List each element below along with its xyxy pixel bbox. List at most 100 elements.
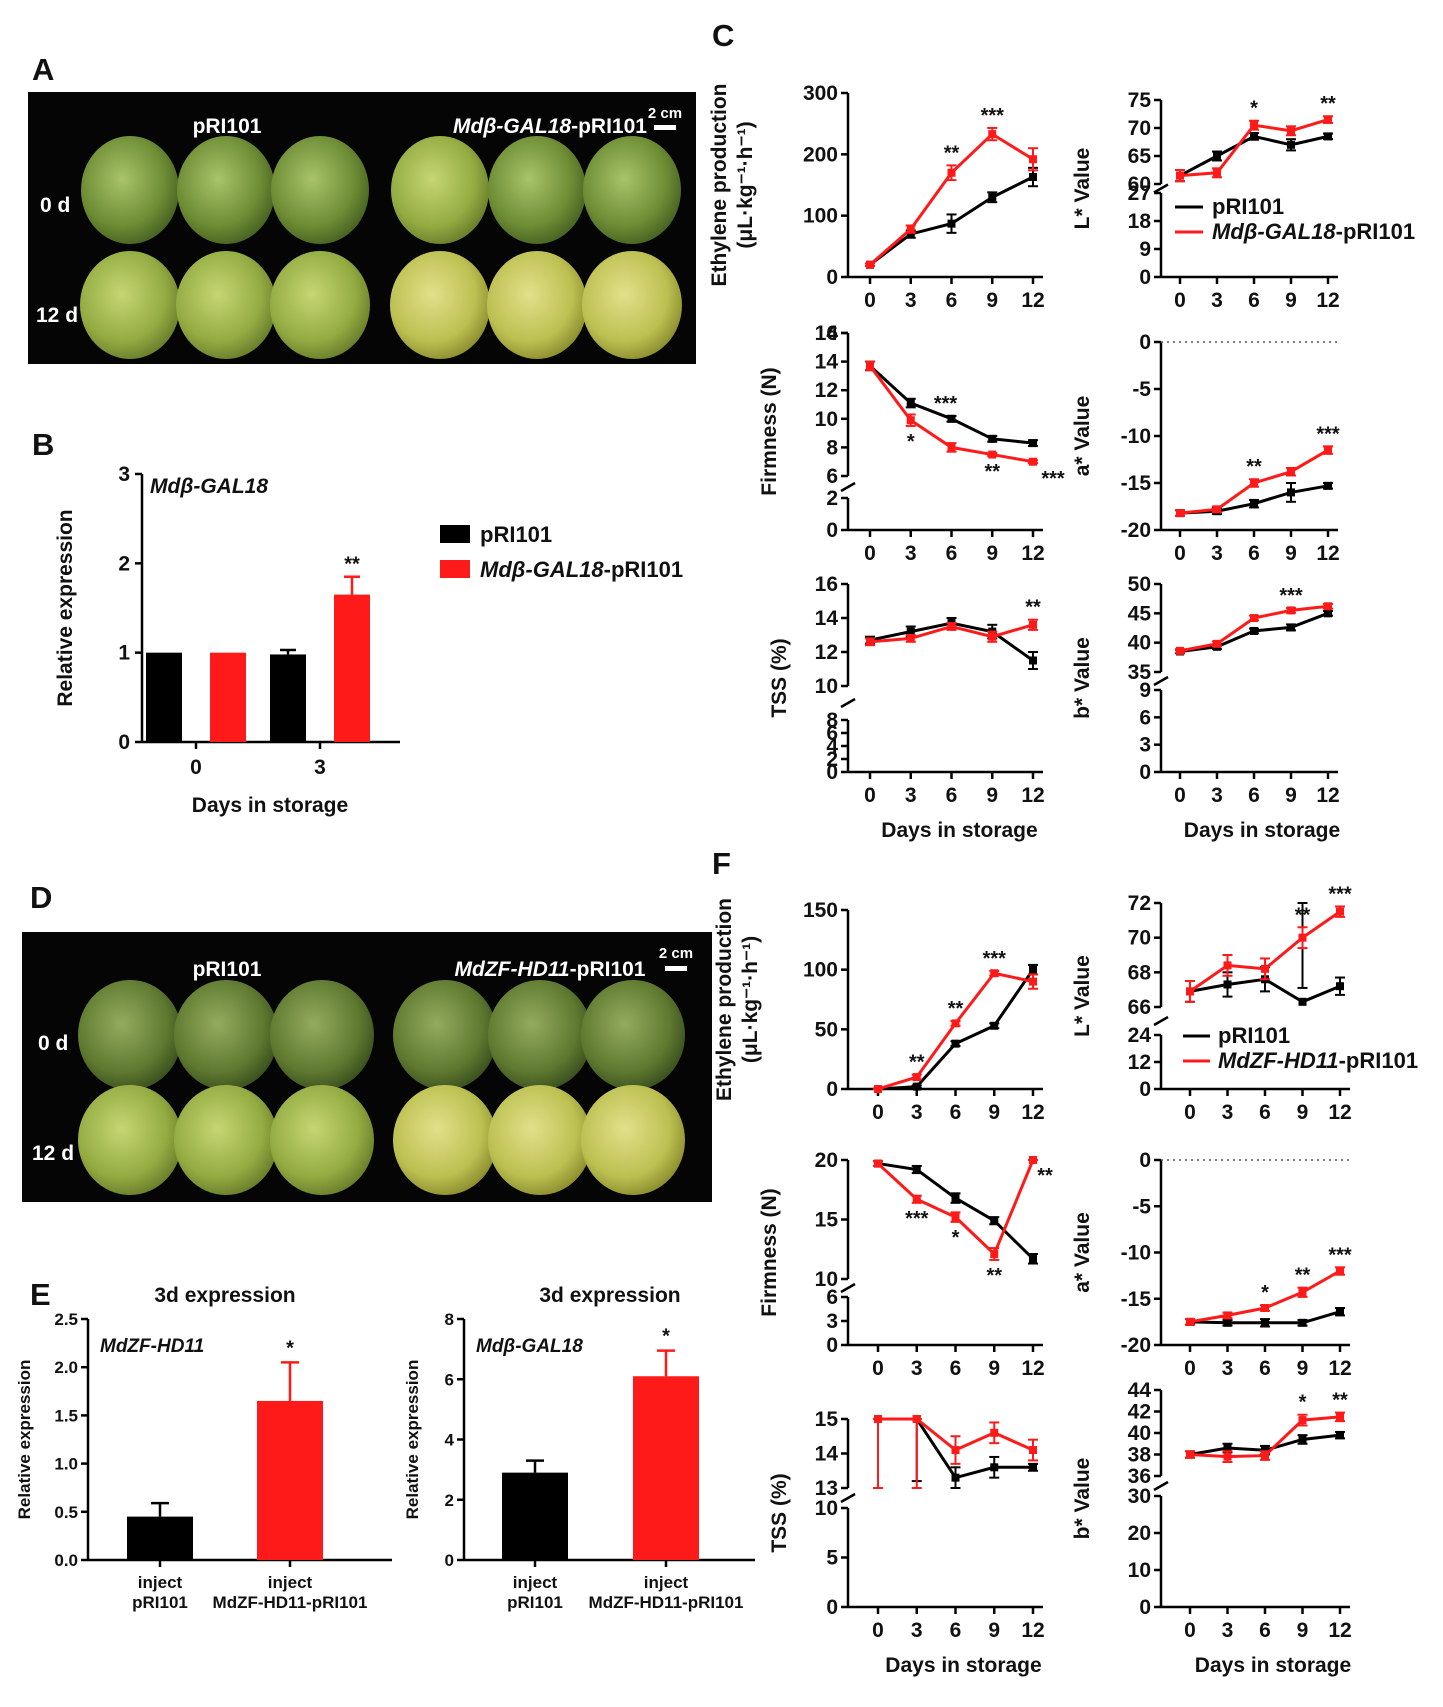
x-tick-label: 3: [905, 289, 917, 312]
x-tick-label: 3: [911, 1619, 923, 1642]
legend-c-treated-label: Mdβ-GAL18-pRI101: [1212, 219, 1415, 244]
x-axis-title: Days in storage: [881, 819, 1037, 842]
y-tick-label: 4: [445, 1431, 455, 1450]
y-tick-label: 3: [1139, 734, 1151, 757]
data-point-treated: [1287, 467, 1295, 476]
y-tick-label: 42: [1128, 1401, 1151, 1424]
data-point-control: [947, 219, 956, 228]
apple-fruit: [487, 251, 587, 359]
x-tick-label: 3: [1222, 1101, 1234, 1124]
y-tick-label: 10: [815, 1497, 838, 1520]
y-tick-label: 0: [1139, 1596, 1151, 1619]
data-point-control: [1298, 1435, 1307, 1444]
legend-c-control-label: pRI101: [1212, 194, 1284, 219]
x-tick-label: 0: [864, 542, 876, 565]
data-point-control: [990, 1216, 999, 1225]
x-tick-label: 12: [1021, 1619, 1044, 1642]
significance-label: ***: [1328, 1244, 1352, 1266]
y-tick-label: 65: [1128, 145, 1152, 168]
legend-f: pRI101 MdZF-HD11-pRI101: [1183, 1023, 1418, 1073]
axis-break-mark: [1153, 1480, 1169, 1492]
axis-break-mark: [840, 1492, 856, 1504]
x-tick-label-line1: inject: [268, 1573, 313, 1592]
panel-label-f: F: [712, 846, 731, 881]
y-tick-label: 0: [1139, 266, 1151, 289]
data-point-treated: [990, 1428, 999, 1437]
data-point-treated: [912, 1073, 921, 1082]
data-point-treated: [1186, 1450, 1194, 1459]
data-point-treated: [951, 1019, 960, 1028]
data-point-treated: [1298, 1288, 1307, 1297]
y-tick-label: 6: [826, 465, 838, 488]
y-tick-label: -10: [1121, 425, 1151, 448]
y-tick-label: 12: [815, 379, 838, 402]
bar-control: [146, 652, 182, 742]
y-tick-label: 44: [1128, 1379, 1152, 1402]
x-tick-label: 0: [190, 756, 202, 779]
y-tick-label: 6: [1139, 706, 1151, 729]
apple-fruit: [391, 136, 489, 244]
significance-label: ***: [981, 105, 1005, 127]
gene-label: Mdβ-GAL18: [150, 475, 268, 498]
photo-a-scale-bar: [654, 125, 676, 130]
data-point-treated: [874, 1415, 882, 1423]
y-tick-label: 13: [815, 1477, 838, 1500]
y-axis-unit: (μL·kg⁻¹·h⁻¹): [739, 936, 762, 1063]
legend-b-treated-swatch: [440, 560, 470, 578]
apple-fruit: [176, 251, 276, 359]
data-point-treated: [1336, 907, 1344, 916]
y-tick-label: 200: [803, 143, 838, 166]
y-tick-label: 2: [445, 1491, 454, 1510]
y-tick-label: 0: [826, 519, 838, 542]
photo-d-treated-label: MdZF-HD11-pRI101: [455, 958, 646, 981]
y-axis-title: Relative expression: [15, 1360, 34, 1520]
x-tick-label: 6: [950, 1619, 962, 1642]
data-point-control: [1250, 132, 1258, 141]
y-axis-title: Firmness (N): [758, 1188, 781, 1316]
x-tick-label: 9: [988, 1101, 1000, 1124]
data-point-treated: [906, 634, 915, 643]
significance-label: **: [1295, 904, 1311, 926]
photo-a-row-12d: 12 d: [36, 304, 78, 327]
data-point-treated: [906, 416, 915, 425]
chart-title: 3d expression: [539, 1284, 680, 1307]
y-tick-label: 12: [815, 641, 838, 664]
significance-label: **: [984, 461, 1000, 483]
data-point-treated: [988, 130, 997, 139]
data-point-treated: [988, 632, 997, 641]
y-tick-label: 24: [1128, 1024, 1152, 1047]
data-point-treated: [1029, 155, 1037, 164]
y-tick-label: 8: [826, 709, 838, 732]
y-axis-unit: (μL·kg⁻¹·h⁻¹): [734, 121, 757, 248]
data-point-treated: [1213, 168, 1221, 177]
data-point-control: [951, 1194, 960, 1203]
y-tick-label: -15: [1121, 472, 1152, 495]
data-point-treated: [1287, 606, 1295, 615]
y-tick-label: 30: [1128, 1485, 1151, 1508]
x-tick-label-line2: pRI101: [507, 1593, 563, 1612]
significance-label: **: [944, 142, 960, 164]
y-axis-title: a* Value: [1071, 396, 1094, 477]
data-point-treated: [1223, 1311, 1232, 1320]
x-tick-label: 6: [1259, 1357, 1271, 1380]
series-line-control: [1179, 134, 1329, 177]
x-tick-label: 0: [1184, 1101, 1196, 1124]
x-tick-label: 6: [1259, 1619, 1271, 1642]
y-tick-label: 18: [1128, 210, 1152, 233]
apple-fruit: [78, 980, 182, 1090]
data-point-treated: [1250, 479, 1258, 487]
gene-label: Mdβ-GAL18: [476, 1336, 583, 1357]
y-axis-title: Relative expression: [403, 1360, 422, 1520]
x-tick-label: 0: [864, 289, 876, 312]
x-tick-label: 3: [911, 1101, 923, 1124]
data-point-treated: [1261, 1304, 1269, 1312]
apple-fruit: [583, 136, 681, 244]
data-point-treated: [1261, 964, 1269, 973]
x-tick-label: 9: [986, 289, 998, 312]
significance-label: *: [662, 1326, 670, 1348]
data-point-control: [988, 193, 997, 202]
axis-break-mark: [840, 697, 856, 709]
y-axis-title: Firmness (N): [758, 367, 781, 495]
